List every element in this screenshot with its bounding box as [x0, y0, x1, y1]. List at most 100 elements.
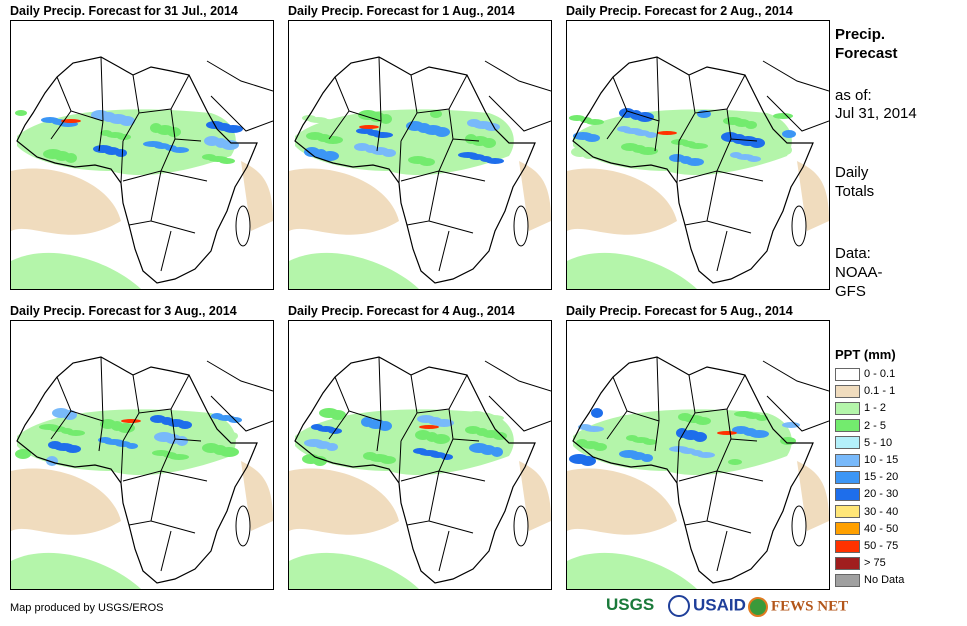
- panel-title: Daily Precip. Forecast for 5 Aug., 2014: [566, 304, 793, 318]
- panel-title: Daily Precip. Forecast for 31 Jul., 2014: [10, 4, 238, 18]
- legend-item: 10 - 15: [835, 453, 898, 467]
- precip-patch: [204, 428, 224, 436]
- precip-patch: [734, 411, 754, 417]
- precip-patch: [569, 454, 589, 464]
- precip-heavy: [61, 119, 81, 123]
- dry-ocean-area: [567, 468, 677, 535]
- data-source-1: NOAA-: [835, 264, 883, 281]
- panel-title: Daily Precip. Forecast for 4 Aug., 2014: [288, 304, 515, 318]
- legend-label: 20 - 30: [864, 488, 899, 501]
- precip-patch: [413, 448, 427, 454]
- precip-patch: [728, 459, 742, 465]
- dry-ocean-area: [241, 461, 273, 531]
- precip-patch: [356, 128, 374, 134]
- legend-swatch: [835, 384, 860, 398]
- precip-patch: [39, 424, 59, 430]
- side-title-2: Forecast: [835, 45, 898, 62]
- precip-heavy: [121, 419, 141, 423]
- madagascar: [513, 205, 529, 247]
- as-of-date: Jul 31, 2014: [835, 105, 917, 122]
- precip-patch: [150, 123, 162, 133]
- precip-patch: [15, 449, 31, 459]
- forecast-map-5: [288, 320, 552, 590]
- dry-ocean-area: [289, 468, 399, 535]
- forecast-map-1: [10, 20, 274, 290]
- africa-coastline: [16, 56, 258, 284]
- legend-swatch: [835, 505, 860, 519]
- precip-patch: [354, 435, 374, 441]
- precip-patch: [319, 408, 339, 418]
- legend-title: PPT (mm): [835, 347, 896, 362]
- precip-patch: [406, 121, 424, 131]
- precip-heavy: [657, 131, 677, 135]
- usaid-logo: USAID: [668, 595, 746, 617]
- legend-item: 0 - 0.1: [835, 367, 895, 381]
- precip-patch: [417, 415, 435, 423]
- legend-swatch: [835, 436, 860, 450]
- precip-patch: [91, 110, 109, 120]
- dry-ocean-area: [289, 168, 399, 235]
- country-borders: [328, 56, 486, 272]
- precip-patch: [100, 419, 116, 429]
- precip-patch: [306, 132, 324, 140]
- madagascar: [791, 505, 807, 547]
- totals-label: Totals: [835, 183, 875, 200]
- forecast-map-3: [566, 20, 830, 290]
- legend-swatch: [835, 556, 860, 570]
- legend-label: 30 - 40: [864, 505, 899, 518]
- dry-ocean-area: [241, 161, 273, 231]
- legend-label: 10 - 15: [864, 454, 899, 466]
- precip-patch: [93, 145, 113, 153]
- dry-ocean-area: [289, 552, 419, 589]
- precip-patch: [311, 424, 323, 430]
- legend-label: 15 - 20: [864, 471, 899, 484]
- precip-patch: [467, 411, 485, 417]
- legend-swatch: [835, 573, 860, 587]
- precip-band: [573, 409, 792, 476]
- dry-ocean-area: [797, 461, 829, 531]
- legend-item: 40 - 50: [835, 522, 898, 536]
- legend-item: 0.1 - 1: [835, 384, 895, 398]
- arabian-peninsula: [206, 360, 273, 432]
- precip-patch: [304, 439, 324, 447]
- precip-patch: [782, 130, 796, 138]
- country-borders: [50, 56, 208, 272]
- forecast-map-4: [10, 320, 274, 590]
- precip-patch: [465, 134, 477, 144]
- legend-item: 20 - 30: [835, 487, 898, 501]
- precip-patch: [671, 139, 689, 145]
- precip-patch: [617, 126, 631, 132]
- dry-ocean-area: [11, 552, 141, 589]
- precip-patch: [619, 108, 635, 118]
- daily-label: Daily: [835, 164, 869, 181]
- legend-item: No Data: [835, 573, 904, 587]
- legend-item: 1 - 2: [835, 401, 886, 415]
- precip-patch: [302, 454, 320, 464]
- precip-patch: [730, 441, 746, 451]
- africa-coastline: [572, 56, 814, 284]
- fews-net-logo: FEWS NET: [748, 597, 848, 617]
- legend-item: 50 - 75: [835, 539, 898, 553]
- precip-patch: [39, 132, 55, 140]
- africa-coastline: [294, 56, 536, 284]
- precip-patch: [408, 156, 428, 164]
- precip-patch: [154, 432, 174, 442]
- precip-patch: [98, 437, 112, 443]
- precip-patch: [669, 154, 685, 162]
- usgs-logo: USGS: [606, 595, 655, 614]
- precip-patch: [591, 408, 603, 418]
- legend-swatch: [835, 487, 860, 501]
- precip-patch: [780, 145, 792, 155]
- dry-ocean-area: [567, 168, 677, 235]
- dry-ocean-area: [567, 252, 697, 289]
- precip-patch: [576, 439, 588, 447]
- legend-swatch: [835, 367, 860, 381]
- precip-patch: [41, 117, 59, 123]
- precip-patch: [302, 115, 316, 121]
- precip-patch: [678, 413, 692, 421]
- precip-patch: [415, 430, 431, 440]
- precip-patch: [143, 141, 163, 147]
- precip-patch: [430, 110, 442, 118]
- forecast-map-2: [288, 20, 552, 290]
